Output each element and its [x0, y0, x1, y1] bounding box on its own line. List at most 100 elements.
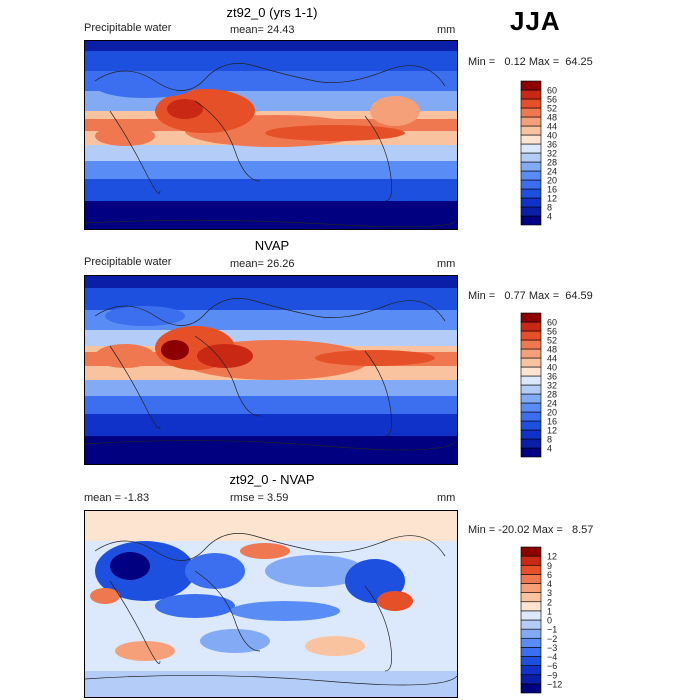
- colorbar-tick-label: −3: [547, 643, 557, 653]
- colorbar-tick-label: 48: [547, 113, 557, 123]
- colorbar-box: [520, 89, 542, 100]
- colorbar-tick-label: 4: [547, 444, 552, 454]
- max-value: 8.57: [571, 524, 594, 536]
- mean-label: mean= 24.43: [230, 24, 295, 36]
- colorbar-tick-label: −9: [547, 670, 557, 680]
- colorbar-tick-label: 3: [547, 588, 552, 598]
- units-label: mm: [437, 24, 456, 36]
- max-label: Max =: [528, 56, 560, 68]
- min-value: 0.12: [504, 56, 526, 68]
- colorbar-box: [520, 116, 542, 127]
- colorbar-box: [520, 637, 542, 648]
- colorbar-box: [520, 161, 542, 172]
- colorbar-box: [520, 674, 542, 685]
- colorbar-box: [520, 170, 542, 181]
- colorbar-box: [520, 107, 542, 118]
- panel-title: zt92_0 (yrs 1-1): [226, 5, 318, 20]
- colorbar-box: [520, 628, 542, 639]
- colorbar-tick-label: 16: [547, 417, 557, 427]
- colorbar-tick-label: 32: [547, 381, 557, 391]
- mean-label: mean= 26.26: [230, 258, 295, 270]
- colorbar-tick-label: 44: [547, 354, 557, 364]
- min-value: 0.77: [504, 290, 526, 302]
- map-diff: [84, 510, 458, 698]
- colorbar-box: [520, 601, 542, 612]
- colorbar-box: [520, 375, 542, 386]
- colorbar-tick-label: 9: [547, 561, 552, 571]
- variable-label: Precipitable water: [84, 22, 172, 34]
- colorbar-tick-label: 4: [547, 212, 552, 222]
- map-model-svg: [85, 41, 457, 229]
- colorbar-tick-label: 36: [547, 372, 557, 382]
- diff-mean-label: mean = -1.83: [84, 492, 150, 504]
- min-max-readout: Min = -20.02 Max = 8.57: [468, 524, 593, 536]
- colorbar-tick-label: 8: [547, 435, 552, 445]
- colorbar-tick-label: 1: [547, 606, 552, 616]
- colorbar-box: [520, 330, 542, 341]
- colorbar-box: [520, 339, 542, 350]
- colorbar-box: [520, 393, 542, 404]
- colorbar-tick-label: 16: [547, 185, 557, 195]
- colorbar-tick-label: 28: [547, 158, 557, 168]
- colorbar-box: [520, 665, 542, 676]
- colorbar-tick-label: 32: [547, 149, 557, 159]
- max-value: 64.25: [565, 56, 593, 68]
- rmse-label: rmse = 3.59: [230, 492, 289, 504]
- min-max-readout: Min = 0.12 Max = 64.25: [468, 56, 593, 68]
- colorbar-tick-label: 24: [547, 399, 557, 409]
- colorbar-tick-label: 60: [547, 86, 557, 96]
- colorbar-tick-label: 36: [547, 140, 557, 150]
- colorbar-tick-label: 8: [547, 203, 552, 213]
- colorbar-box: [520, 583, 542, 593]
- colorbar-box: [520, 197, 542, 208]
- colorbar-tick-label: 24: [547, 167, 557, 177]
- colorbar-tick-label: −6: [547, 661, 557, 671]
- colorbar-box: [520, 384, 542, 395]
- panel-title: NVAP: [254, 238, 290, 253]
- colorbar-tick-label: 20: [547, 176, 557, 186]
- units-label: mm: [437, 258, 456, 270]
- colorbar-tick-label: 12: [547, 194, 557, 204]
- max-value: 64.59: [565, 290, 593, 302]
- colorbar-box: [520, 656, 542, 666]
- colorbar-tick-label: 12: [547, 426, 557, 436]
- min-value: -20.02: [498, 524, 530, 536]
- colorbar-box: [520, 357, 542, 368]
- colorbar-tick-label: −2: [547, 634, 557, 644]
- colorbar-box: [520, 564, 542, 575]
- colorbar-tick-label: 52: [547, 336, 557, 346]
- colorbar-box: [520, 683, 542, 694]
- colorbar-tick-label: 28: [547, 390, 557, 400]
- map-model: [84, 40, 458, 230]
- colorbar-box: [520, 366, 542, 377]
- colorbar-box: [520, 411, 542, 422]
- colorbar-box: [520, 321, 542, 332]
- colorbar-box: [520, 179, 542, 190]
- colorbar-tick-label: 48: [547, 345, 557, 355]
- colorbar-tick-label: −4: [547, 652, 557, 662]
- colorbar-box: [520, 402, 542, 413]
- max-label: Max =: [528, 290, 560, 302]
- panel-title: zt92_0 - NVAP: [229, 472, 315, 487]
- min-label: Min =: [468, 524, 496, 536]
- colorbar-tick-label: 2: [547, 597, 552, 607]
- colorbar-tick-label: −12: [547, 679, 562, 689]
- colorbar-tick-label: 44: [547, 122, 557, 132]
- map-obs: [84, 275, 458, 465]
- min-max-readout: Min = 0.77 Max = 64.59: [468, 290, 593, 302]
- colorbar-box: [520, 574, 542, 584]
- colorbar-box: [520, 125, 542, 136]
- colorbar-tick-label: 4: [547, 579, 552, 589]
- colorbar-box: [520, 438, 542, 449]
- colorbar-tick-label: 0: [547, 616, 552, 626]
- colorbar-tick-label: 56: [547, 327, 557, 337]
- colorbar-box: [520, 143, 542, 154]
- variable-label: Precipitable water: [84, 256, 172, 268]
- colorbar-box: [520, 312, 542, 323]
- min-label: Min =: [468, 290, 496, 302]
- map-obs-svg: [85, 276, 457, 464]
- colorbar-box: [520, 447, 542, 458]
